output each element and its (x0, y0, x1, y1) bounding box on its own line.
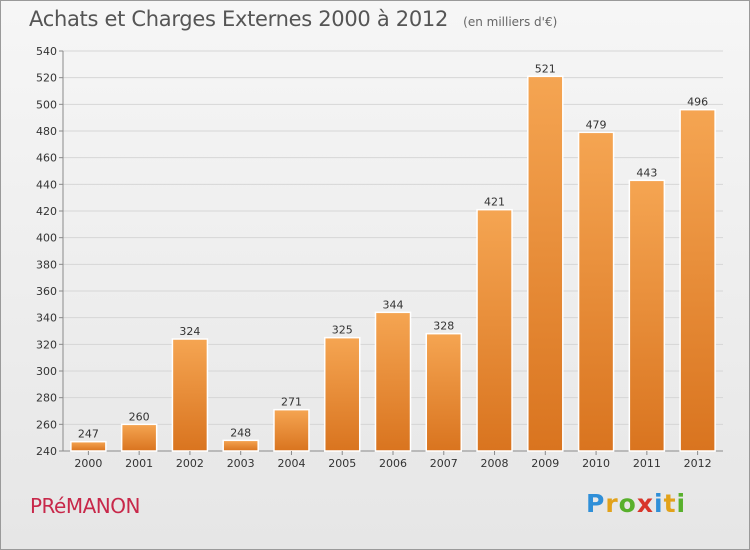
x-tick-label: 2008 (481, 457, 509, 470)
x-tick-label: 2003 (227, 457, 255, 470)
y-tick-label: 300 (36, 365, 57, 378)
x-tick-label: 2007 (430, 457, 458, 470)
x-tick-label: 2010 (582, 457, 610, 470)
data-label: 271 (281, 396, 302, 409)
bar (70, 440, 107, 452)
y-tick-label: 260 (36, 418, 57, 431)
x-tick-label: 2011 (633, 457, 661, 470)
chart-title: Achats et Charges Externes 2000 à 2012 (… (29, 7, 557, 31)
bar (527, 75, 564, 452)
data-label: 324 (179, 325, 200, 338)
data-label: 443 (636, 166, 657, 179)
town-name: PRéMANON (30, 494, 140, 518)
proxiti-logo: Proxiti (586, 489, 686, 518)
bar (577, 131, 615, 452)
data-label: 248 (230, 426, 251, 439)
bar (120, 423, 158, 452)
y-tick-label: 400 (36, 232, 57, 245)
data-label: 260 (129, 410, 150, 423)
logo-letter: r (605, 489, 619, 518)
logo-letter: i (654, 489, 664, 518)
y-tick-label: 460 (36, 152, 57, 165)
bar (171, 338, 209, 452)
x-tick-label: 2006 (379, 457, 407, 470)
data-label: 328 (433, 320, 454, 333)
bar (273, 408, 310, 452)
y-tick-label: 540 (36, 45, 57, 58)
bar (222, 439, 259, 452)
x-tick-label: 2009 (531, 457, 559, 470)
x-tick-label: 2000 (74, 457, 102, 470)
y-tick-label: 440 (36, 178, 57, 191)
unit-note: (en milliers d'€) (463, 15, 558, 29)
y-tick-label: 320 (36, 338, 57, 351)
x-tick-label: 2001 (125, 457, 153, 470)
bar (628, 179, 666, 452)
x-tick-label: 2004 (277, 457, 305, 470)
y-tick-label: 420 (36, 205, 57, 218)
bar (374, 311, 412, 452)
logo-letter: P (586, 489, 606, 518)
bar (323, 336, 361, 452)
data-label: 344 (383, 298, 404, 311)
data-label: 247 (78, 428, 99, 441)
y-tick-label: 380 (36, 258, 57, 271)
data-label: 479 (586, 118, 607, 131)
data-label: 325 (332, 324, 353, 337)
bar (425, 332, 463, 452)
logo-letter: i (676, 489, 687, 518)
y-tick-label: 340 (36, 312, 57, 325)
x-tick-label: 2012 (684, 457, 712, 470)
y-tick-label: 360 (36, 285, 57, 298)
y-tick-label: 500 (36, 98, 57, 111)
data-label: 521 (535, 62, 556, 75)
logo-letter: t (663, 489, 677, 518)
data-label: 421 (484, 196, 505, 209)
y-tick-label: 240 (36, 445, 57, 458)
x-tick-label: 2005 (328, 457, 356, 470)
bar (679, 108, 716, 452)
y-tick-label: 520 (36, 72, 57, 85)
bar (476, 208, 513, 452)
logo-letter: x (636, 489, 654, 518)
logo-letter: o (618, 489, 637, 518)
y-tick-label: 480 (36, 125, 57, 138)
x-tick-label: 2002 (176, 457, 204, 470)
title-text: Achats et Charges Externes 2000 à 2012 (29, 7, 449, 31)
y-tick-label: 280 (36, 392, 57, 405)
data-label: 496 (687, 96, 708, 109)
